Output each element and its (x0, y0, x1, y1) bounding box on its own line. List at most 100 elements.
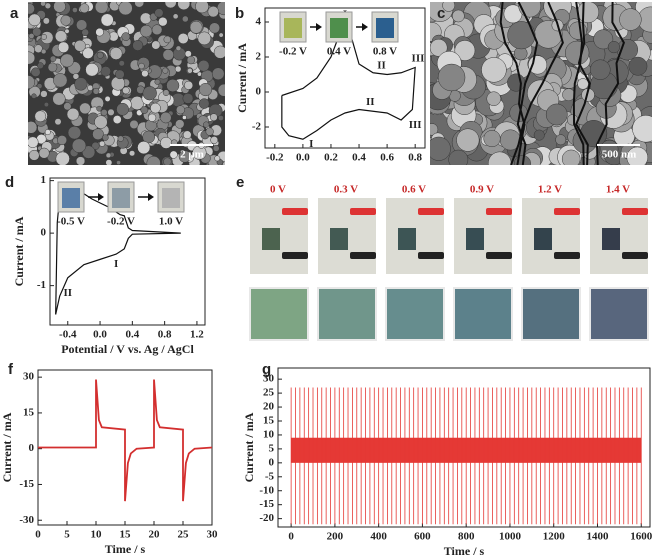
y-tick-label: 0 (41, 227, 47, 239)
particle (64, 28, 70, 34)
y-axis-title: Current / mA (235, 43, 249, 113)
particle (81, 28, 89, 37)
crack (572, 2, 585, 165)
particle (212, 145, 220, 152)
annotation: II (366, 96, 375, 108)
particle (163, 157, 172, 165)
x-tick-label: 0.6 (380, 152, 394, 164)
x-tick-label: 0.4 (352, 152, 366, 164)
particle (72, 7, 78, 13)
particle (175, 105, 185, 115)
inset-label: -0.2 V (107, 216, 135, 228)
particle (82, 47, 94, 59)
particle (115, 69, 125, 80)
inset-color (162, 188, 180, 208)
particle (31, 93, 37, 99)
panel-label: f (8, 361, 14, 378)
annotation: III (412, 52, 425, 64)
annotation: II (63, 287, 72, 299)
particle (137, 141, 151, 155)
y-axis-title: Current / mA (0, 412, 14, 482)
particle (218, 32, 224, 38)
particle (109, 47, 123, 60)
particle (210, 136, 219, 144)
y-tick-label: 30 (263, 373, 275, 385)
particle (160, 136, 173, 149)
particle (100, 13, 114, 27)
photo-clip (486, 208, 512, 215)
panel-label: g (262, 361, 271, 378)
inset-arrowhead (98, 193, 104, 201)
x-tick-label: 10 (91, 529, 103, 541)
panel-label: b (235, 5, 244, 22)
photo-clip (622, 252, 648, 259)
particle (189, 20, 203, 34)
particle (117, 135, 124, 142)
particle (118, 2, 133, 16)
x-tick-label: 0.2 (324, 152, 338, 164)
x-tick-label: 1.2 (190, 329, 204, 341)
x-axis-title: Time / s (105, 542, 146, 556)
photo-clip (486, 252, 512, 259)
particle (607, 41, 620, 54)
particle (619, 8, 642, 31)
particle (533, 129, 545, 141)
color-swatch (453, 287, 513, 341)
particle (102, 134, 109, 141)
x-tick-label: 0.8 (408, 152, 422, 164)
particle (105, 159, 113, 165)
particle (67, 125, 82, 140)
particle (507, 21, 536, 50)
particle (63, 102, 72, 111)
x-tick-label: 5 (64, 529, 70, 541)
particle (57, 41, 70, 53)
photo-clip (282, 252, 308, 259)
photo-electrode (466, 228, 484, 250)
particle (160, 111, 172, 124)
particle (139, 12, 152, 25)
annotation: III (409, 119, 422, 131)
x-tick-label: 1400 (586, 531, 609, 543)
particle (154, 78, 161, 85)
particle (626, 146, 649, 165)
particle (448, 149, 469, 165)
photo-clip (418, 208, 444, 215)
inset-arrowhead (316, 23, 322, 31)
particle (94, 2, 109, 14)
particle (91, 141, 100, 150)
particle (147, 113, 157, 122)
data-line (38, 379, 213, 502)
y-tick-label: -10 (259, 484, 274, 496)
y-tick-label: 4 (256, 16, 262, 28)
particle (154, 8, 164, 18)
particle (150, 102, 161, 114)
particle (132, 39, 144, 51)
particle (142, 130, 155, 144)
particle (203, 121, 210, 128)
particle (158, 16, 168, 27)
particle (28, 3, 35, 15)
particle (95, 27, 104, 37)
particle (107, 108, 115, 116)
particle (87, 84, 94, 91)
particle (100, 109, 108, 116)
particle (442, 2, 456, 12)
scale-label: 2 μm (180, 149, 204, 161)
y-tick-label: 5 (269, 442, 275, 454)
particle (565, 40, 590, 66)
photo-clip (554, 208, 580, 215)
particle (456, 128, 480, 152)
inset-arrowhead (148, 193, 154, 201)
inset-arrowhead (362, 23, 368, 31)
x-tick-label: 0 (288, 531, 294, 543)
particle (198, 82, 213, 97)
y-tick-label: 30 (23, 371, 35, 383)
y-tick-label: 0 (29, 442, 35, 454)
particle (177, 33, 189, 44)
voltage-label: 1.4 V (606, 184, 630, 196)
particle (76, 19, 88, 31)
particle (94, 115, 108, 129)
plot-frame (277, 367, 651, 528)
x-tick-label: 0.0 (296, 152, 310, 164)
photo-clip (554, 252, 580, 259)
